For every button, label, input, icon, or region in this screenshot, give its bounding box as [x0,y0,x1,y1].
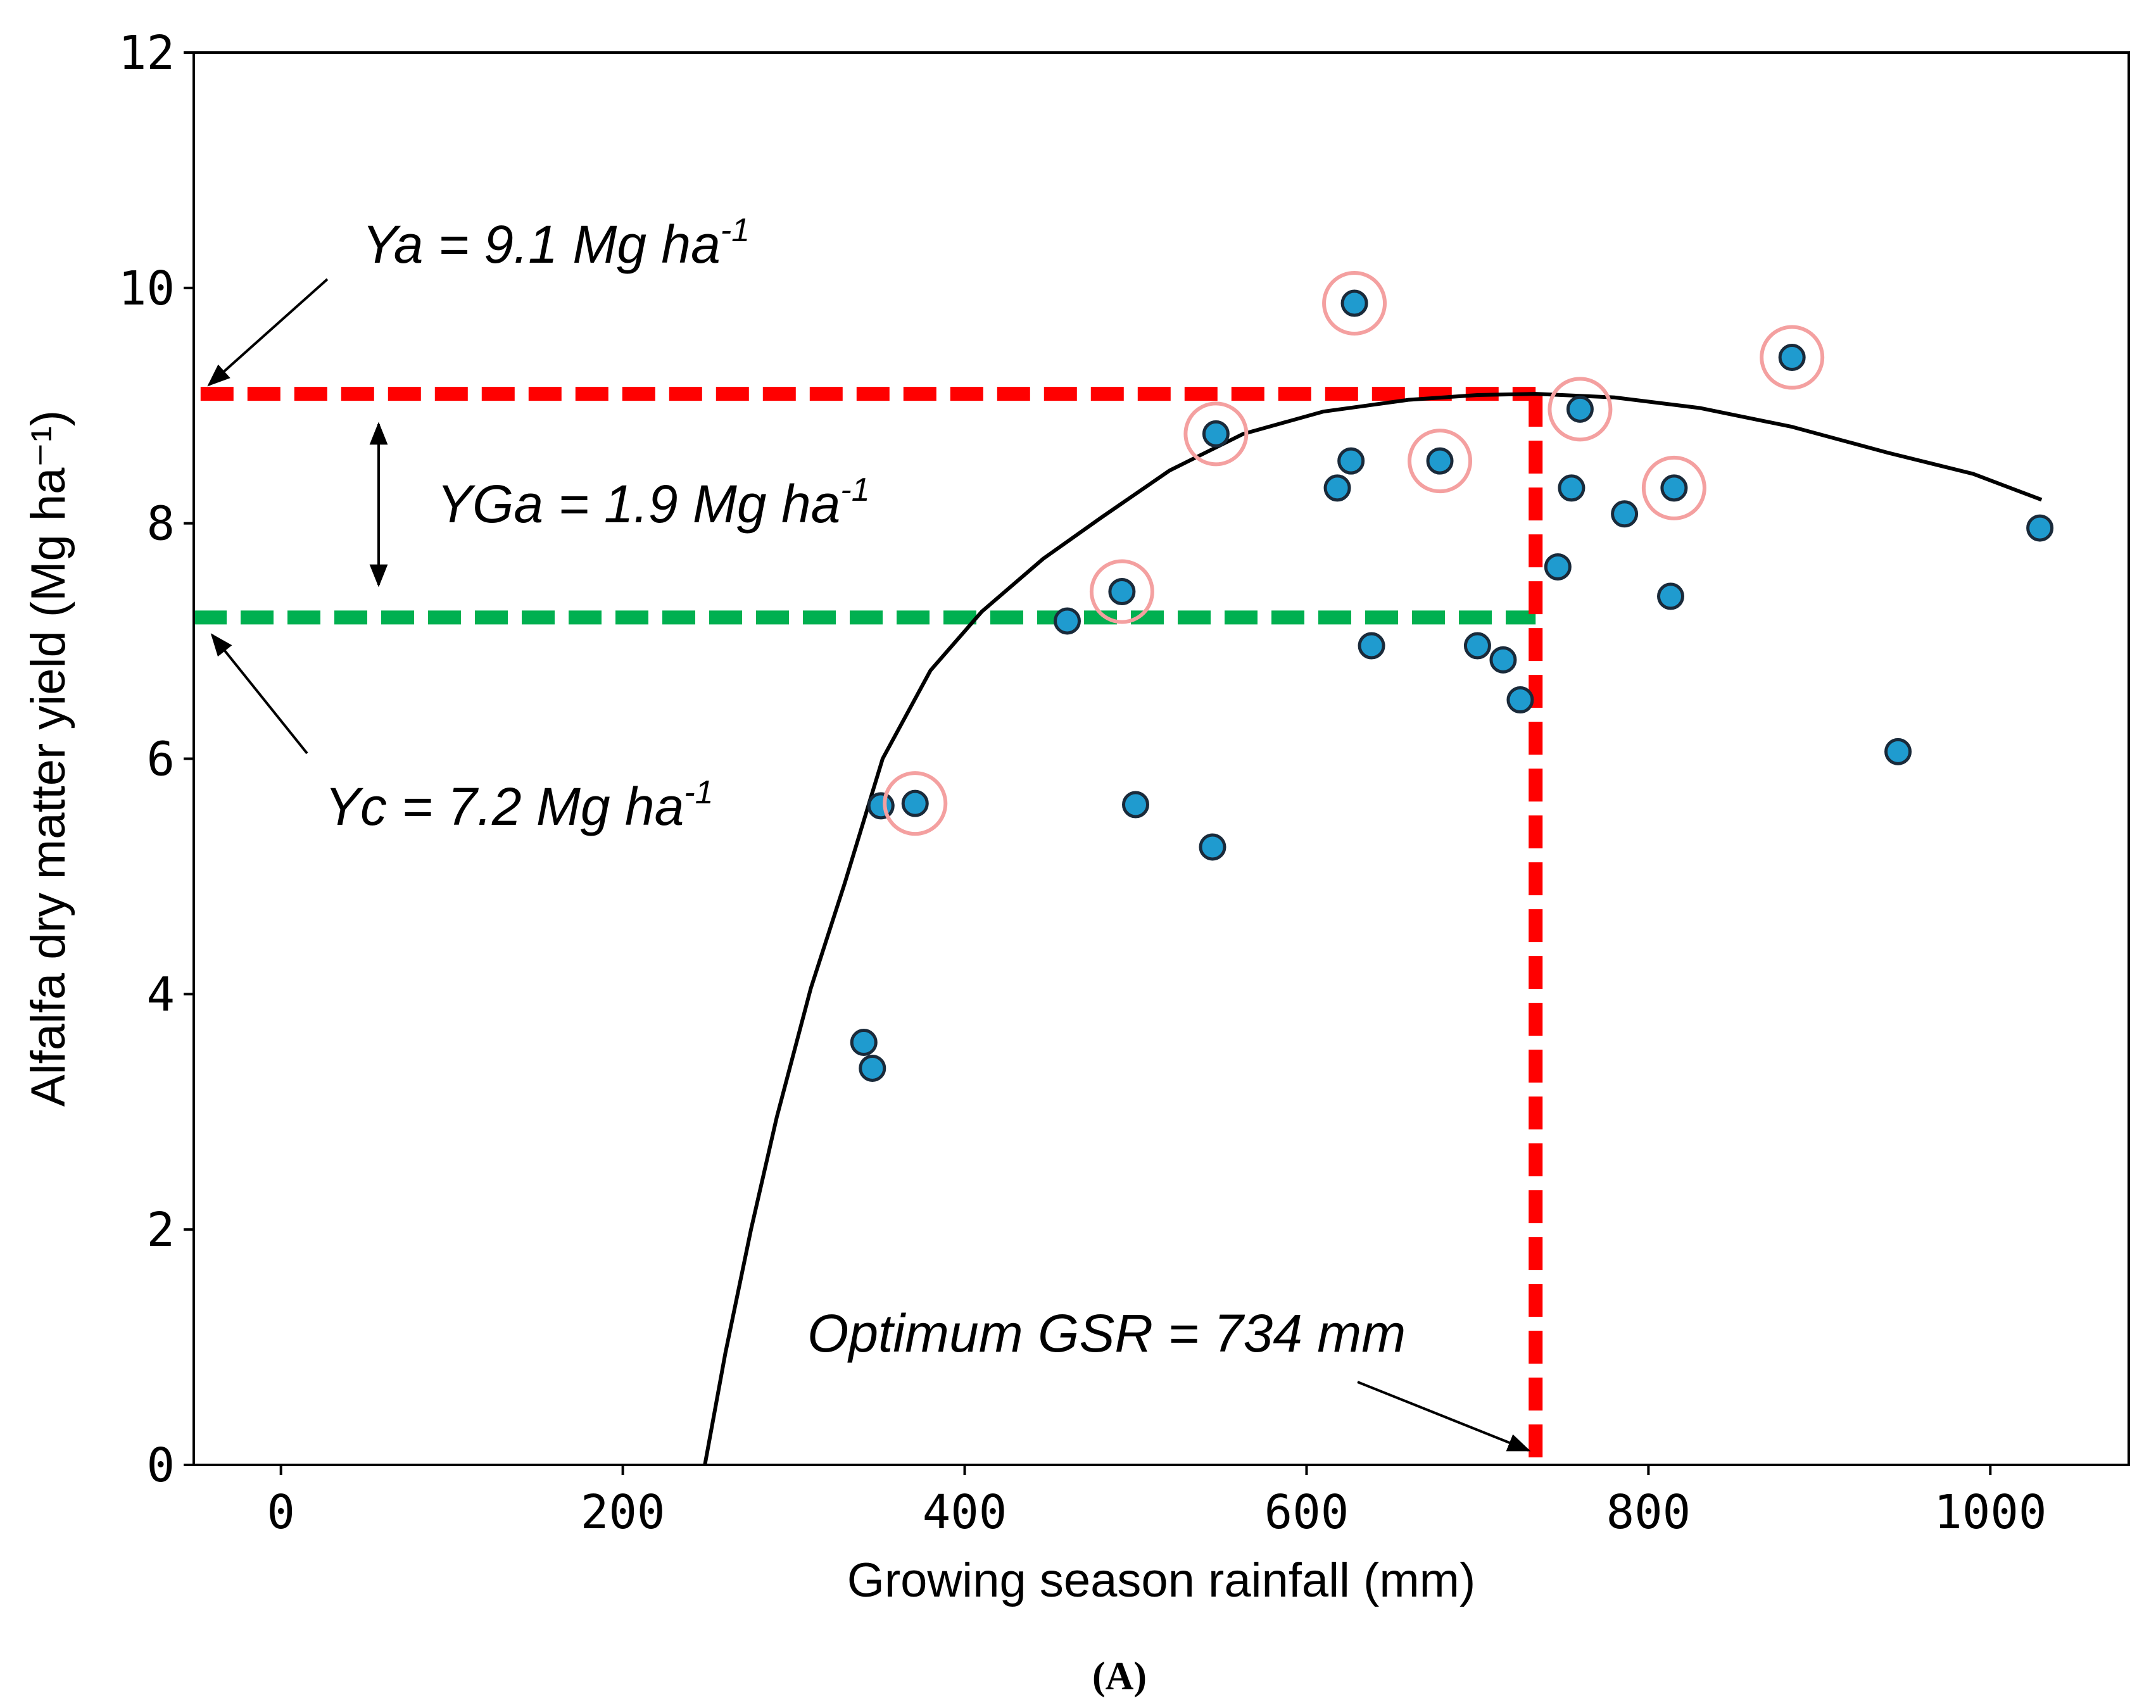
data-point [2026,514,2054,542]
y-tick-label: 8 [146,497,175,551]
fit-curve [703,392,2043,1466]
data-point [1340,289,1368,317]
data-point [1544,553,1572,581]
data-point [1778,344,1806,372]
data-point [1108,577,1136,605]
data-point [1054,607,1081,635]
x-axis-label: Growing season rainfall (mm) [847,1554,1476,1607]
data-point [1558,474,1585,502]
y-tick-label: 4 [146,967,175,1022]
highlight-ring [1322,271,1387,336]
optimum-annotation: Optimum GSR = 734 mm [807,1303,1406,1363]
figure-caption: (A) [1092,1655,1147,1698]
data-point [1611,500,1639,528]
y-tick-label: 6 [146,732,175,787]
data-point [1122,791,1150,819]
y-tick-label: 0 [146,1438,175,1493]
data-points [850,271,2054,1082]
highlight-ring [883,771,948,836]
y-tick-label: 10 [118,261,175,316]
data-point [1660,474,1688,502]
ya-annotation: Ya = 9.1 Mg ha-1 [362,212,750,274]
data-point [1884,738,1912,765]
fit-curve-line [703,392,2043,1466]
data-point [1323,474,1351,502]
reference-lines [194,387,1543,1465]
highlight-ring [1183,401,1249,467]
yc-annotation: Yc = 7.2 Mg ha-1 [325,774,714,836]
data-point [1426,447,1454,475]
yc-arrow [210,633,308,755]
x-tick-label: 600 [1264,1485,1349,1540]
highlight-ring [1641,455,1706,520]
data-point [1566,395,1594,423]
highlight-ring [1548,377,1613,442]
x-tick-label: 800 [1606,1485,1691,1540]
y-tick-label: 2 [146,1203,175,1257]
highlight-ring [1408,429,1473,494]
data-point [1489,646,1517,674]
highlight-ring [1089,559,1154,624]
data-point [1506,686,1534,714]
highlight-ring [1760,325,1825,390]
data-point [1202,420,1230,448]
data-point [1656,582,1684,610]
x-tick-label: 0 [267,1485,295,1540]
data-point [901,789,929,817]
yga-annotation: YGa = 1.9 Mg ha-1 [437,472,870,534]
data-point [859,1054,886,1082]
data-point [867,792,895,820]
y-tick-label: 12 [118,26,175,80]
x-tick-label: 200 [581,1485,665,1540]
axis-ticks: 0 200 400 600 800 1000 0 2 4 6 8 10 12 [118,26,2047,1540]
data-point [1199,833,1226,861]
y-axis-label: Alfalfa dry matter yield (Mg ha⁻¹) [22,410,75,1107]
x-tick-label: 400 [923,1485,1007,1540]
optimum-arrow [1357,1381,1531,1452]
x-tick-label: 1000 [1934,1485,2046,1540]
data-point [1358,632,1385,660]
ya-arrow [207,278,329,387]
data-point [1463,632,1491,660]
data-point [1337,447,1365,475]
data-point [850,1029,878,1057]
